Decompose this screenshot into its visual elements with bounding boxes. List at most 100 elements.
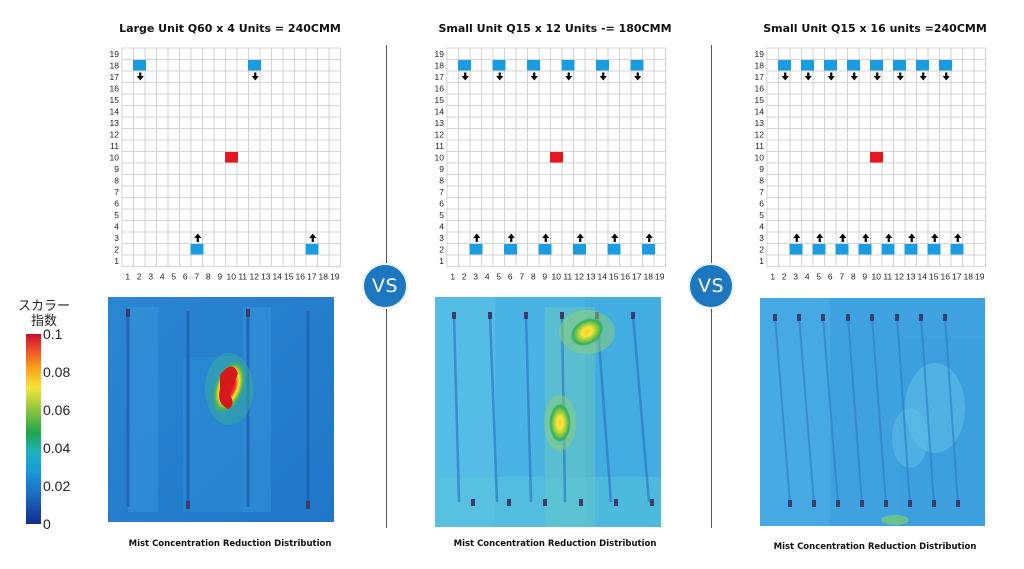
column-label: 12 — [250, 272, 260, 282]
down-arrow-icon — [136, 72, 144, 81]
up-arrow-icon — [793, 233, 801, 242]
row-label: 16 — [110, 83, 120, 93]
legend-title-line2: 指数 — [30, 313, 57, 328]
legend-tick: 0.02 — [43, 478, 71, 494]
down-arrow-icon — [530, 72, 538, 81]
heatmap-large-unit — [108, 297, 334, 522]
unit-marker — [904, 244, 918, 255]
panel-title: Large Unit Q60 x 4 Units = 240CMM — [119, 22, 341, 35]
row-label: 16 — [755, 83, 765, 93]
row-label: 17 — [755, 72, 765, 82]
up-arrow-icon — [931, 233, 939, 242]
center-marker — [225, 152, 238, 163]
up-arrow-icon — [611, 233, 619, 242]
column-label: 9 — [862, 272, 867, 282]
column-label: 5 — [816, 272, 821, 282]
row-label: 3 — [439, 233, 444, 243]
heatmap-small-unit-16 — [760, 298, 985, 526]
vs-badge: VS — [362, 263, 408, 309]
up-arrow-icon — [885, 233, 893, 242]
row-label: 19 — [435, 49, 445, 59]
column-label: 6 — [183, 272, 188, 282]
column-label: 10 — [872, 272, 882, 282]
up-arrow-icon — [862, 233, 870, 242]
column-label: 5 — [171, 272, 176, 282]
row-label: 16 — [435, 83, 445, 93]
row-label: 6 — [759, 198, 764, 208]
row-label: 13 — [435, 118, 445, 128]
panel-caption: Mist Concentration Reduction Distributio… — [128, 539, 332, 549]
column-label: 4 — [160, 272, 165, 282]
down-arrow-icon — [873, 72, 881, 81]
unit-marker — [847, 60, 860, 71]
column-label: 2 — [782, 272, 787, 282]
down-arrow-icon — [919, 72, 927, 81]
up-arrow-icon — [576, 233, 584, 242]
row-label: 2 — [439, 244, 444, 254]
column-label: 17 — [307, 272, 317, 282]
column-label: 4 — [485, 272, 490, 282]
row-label: 15 — [435, 95, 445, 105]
row-label: 11 — [435, 141, 444, 151]
column-label: 11 — [563, 272, 572, 282]
panel-caption: Mist Concentration Reduction Distributio… — [453, 539, 657, 549]
unit-marker — [504, 244, 517, 255]
column-label: 3 — [473, 272, 478, 282]
column-label: 6 — [508, 272, 513, 282]
down-arrow-icon — [896, 72, 904, 81]
column-label: 8 — [851, 272, 856, 282]
up-arrow-icon — [194, 233, 202, 242]
unit-marker — [190, 244, 204, 255]
row-label: 10 — [755, 152, 765, 162]
column-label: 3 — [148, 272, 153, 282]
column-label: 4 — [805, 272, 810, 282]
column-label: 10 — [227, 272, 237, 282]
panel-caption: Mist Concentration Reduction Distributio… — [773, 542, 977, 552]
column-label: 15 — [929, 272, 939, 282]
down-arrow-icon — [565, 72, 573, 81]
unit-marker — [596, 60, 609, 71]
down-arrow-icon — [942, 72, 950, 81]
row-label: 2 — [114, 244, 119, 254]
column-label: 18 — [319, 272, 329, 282]
column-label: 11 — [883, 272, 892, 282]
layout-grid: 1122334455667788991010111112121313141415… — [755, 47, 986, 282]
column-label: 13 — [261, 272, 271, 282]
column-label: 2 — [462, 272, 467, 282]
row-label: 8 — [114, 175, 119, 185]
unit-marker — [893, 60, 906, 71]
row-label: 13 — [755, 118, 765, 128]
column-label: 7 — [194, 272, 199, 282]
column-label: 2 — [137, 272, 142, 282]
down-arrow-icon — [827, 72, 835, 81]
legend-tick: 0 — [43, 516, 51, 532]
column-label: 3 — [793, 272, 798, 282]
unit-marker — [950, 244, 964, 255]
column-label: 17 — [632, 272, 642, 282]
unit-marker — [881, 244, 895, 255]
legend-tick: 0.08 — [43, 364, 71, 380]
column-label: 16 — [941, 272, 951, 282]
row-label: 18 — [110, 60, 120, 70]
row-label: 7 — [759, 187, 764, 197]
row-label: 14 — [110, 106, 120, 116]
up-arrow-icon — [309, 233, 317, 242]
layout-grid: 1122334455667788991010111112121313141415… — [110, 47, 341, 282]
unit-marker — [133, 60, 146, 71]
unit-marker — [835, 244, 849, 255]
row-label: 18 — [435, 60, 445, 70]
heatmap-small-unit-12 — [435, 297, 661, 527]
panel-title: Small Unit Q15 x 16 units =240CMM — [763, 22, 987, 35]
center-marker — [550, 152, 563, 163]
unit-marker — [778, 60, 791, 71]
column-label: 9 — [542, 272, 547, 282]
column-label: 1 — [125, 272, 130, 282]
row-label: 1 — [114, 256, 119, 266]
unit-marker — [492, 60, 506, 71]
legend-tick: 0.04 — [43, 440, 71, 456]
column-label: 14 — [918, 272, 928, 282]
row-label: 6 — [439, 198, 444, 208]
column-label: 15 — [609, 272, 619, 282]
legend-tick: 0.06 — [43, 402, 71, 418]
